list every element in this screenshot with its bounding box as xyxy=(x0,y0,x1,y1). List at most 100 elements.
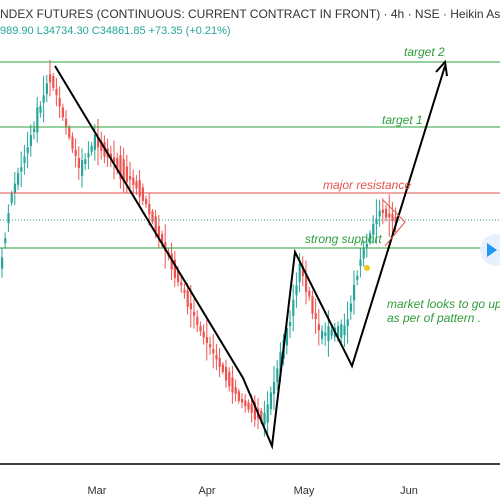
header-title: NDEX FUTURES (CONTINUOUS: CURRENT CONTRA… xyxy=(0,7,500,21)
candle-body xyxy=(231,377,234,393)
candle-body xyxy=(346,319,349,326)
candle-body xyxy=(193,311,196,316)
candle-body xyxy=(289,321,292,327)
candle-body xyxy=(58,98,61,107)
candle-body xyxy=(13,183,16,194)
candle-body xyxy=(7,213,10,224)
candle-body xyxy=(10,193,13,203)
candle-body xyxy=(388,213,391,218)
candle-body xyxy=(157,226,160,237)
candle-body xyxy=(173,259,176,279)
candle-body xyxy=(202,331,205,338)
x-label: Apr xyxy=(198,485,215,497)
candle-body xyxy=(77,158,80,168)
annotation: target 2 xyxy=(404,45,445,59)
candle-body xyxy=(17,173,20,185)
candle-body xyxy=(317,324,320,331)
marker xyxy=(364,265,370,271)
candle-body xyxy=(129,176,132,180)
candle-body xyxy=(269,392,272,410)
candle-body xyxy=(359,259,362,267)
candle-body xyxy=(209,344,212,348)
candle-body xyxy=(65,118,68,127)
candle-body xyxy=(1,257,4,269)
candle-body xyxy=(228,372,231,387)
candle-body xyxy=(26,147,29,154)
candle-body xyxy=(74,149,77,157)
candle-body xyxy=(292,299,295,316)
candle-body xyxy=(385,208,388,218)
candle-body xyxy=(87,153,90,158)
candle-body xyxy=(81,160,84,176)
candle-body xyxy=(234,387,237,394)
pattern-line xyxy=(54,65,446,450)
candle-body xyxy=(199,325,202,332)
arrow-head xyxy=(435,59,448,77)
candle-body xyxy=(196,316,199,326)
candle-body xyxy=(221,364,224,372)
candle-body xyxy=(285,328,288,346)
candles xyxy=(1,60,397,437)
candle-body xyxy=(218,358,221,368)
candle-body xyxy=(337,326,340,337)
candle-body xyxy=(100,140,103,151)
candle-body xyxy=(138,180,141,197)
candle-body xyxy=(311,296,314,314)
annotation: target 1 xyxy=(382,113,423,127)
candle-body xyxy=(394,216,397,223)
candle-body xyxy=(33,128,36,132)
candle-body xyxy=(52,75,55,88)
candle-body xyxy=(132,177,135,185)
candle-body xyxy=(49,74,52,83)
candle-body xyxy=(183,289,186,293)
candle-body xyxy=(55,88,58,96)
candle-body xyxy=(375,218,378,225)
candle-body xyxy=(362,248,365,259)
candle-body xyxy=(177,270,180,283)
candle-body xyxy=(212,349,215,354)
candle-body xyxy=(148,203,151,215)
candle-body xyxy=(225,367,228,381)
candle-body xyxy=(327,326,330,342)
candle-body xyxy=(154,216,157,232)
candle-body xyxy=(189,303,192,310)
candle-body xyxy=(151,211,154,222)
annotation: major resistance xyxy=(323,178,411,192)
candle-body xyxy=(135,181,138,189)
annotation: as per of pattern . xyxy=(387,311,481,325)
candle-body xyxy=(180,282,183,286)
candle-body xyxy=(244,400,247,407)
candle-body xyxy=(372,224,375,235)
candle-body xyxy=(308,290,311,297)
candle-body xyxy=(343,325,346,336)
candle-body xyxy=(109,153,112,160)
candle-body xyxy=(241,399,244,403)
candle-body xyxy=(301,266,304,277)
candle-body xyxy=(61,107,64,118)
candle-body xyxy=(84,159,87,165)
candle-body xyxy=(250,404,253,413)
candle-body xyxy=(20,167,23,172)
header-ohlc: 989.90 L34734.30 C34861.85 +73.35 (+0.21… xyxy=(0,25,231,37)
candle-body xyxy=(23,156,26,164)
candle-body xyxy=(125,166,128,182)
candle-body xyxy=(314,313,317,319)
candle-body xyxy=(39,106,42,113)
candle-body xyxy=(45,83,48,94)
candle-body xyxy=(391,213,394,222)
annotation: strong support xyxy=(305,232,382,246)
candle-body xyxy=(276,368,279,382)
candle-body xyxy=(141,187,144,201)
x-label: Jun xyxy=(400,485,418,497)
candle-body xyxy=(279,351,282,374)
candle-body xyxy=(349,303,352,312)
candle-body xyxy=(305,273,308,292)
triangle xyxy=(382,199,406,247)
play-icon xyxy=(487,243,497,257)
candle-body xyxy=(324,332,327,336)
candle-body xyxy=(369,233,372,242)
candle-body xyxy=(161,234,164,244)
x-label: May xyxy=(294,485,315,497)
